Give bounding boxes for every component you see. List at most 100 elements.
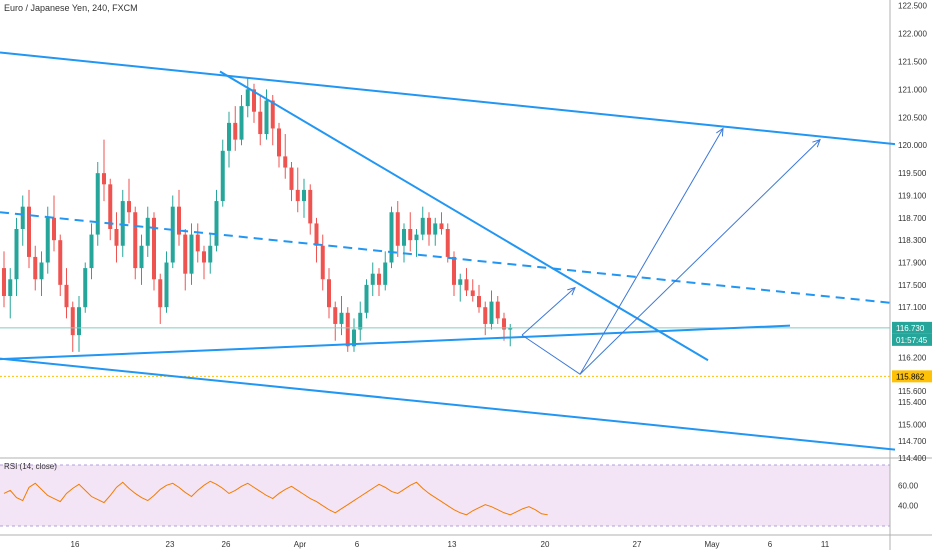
candle-body bbox=[95, 173, 100, 235]
time-axis[interactable]: 16 23 26 Apr 6 13 20 27 May 6 11 bbox=[71, 540, 830, 549]
time-tick-label: 20 bbox=[541, 540, 550, 549]
countdown-badge-bg bbox=[892, 333, 932, 346]
time-tick-label: 6 bbox=[355, 540, 360, 549]
trendline[interactable] bbox=[219, 70, 709, 362]
last-price-badge-text: 116.730 bbox=[896, 324, 925, 333]
price-tick-label: 120.500 bbox=[898, 113, 927, 122]
time-tick-label: 27 bbox=[633, 540, 642, 549]
price-axis[interactable]: 122.500 122.000 121.500 121.000 120.500 120.0… bbox=[898, 2, 927, 463]
price-tick-label: 117.900 bbox=[898, 259, 927, 268]
price-tick-label: 117.500 bbox=[898, 281, 927, 290]
candle-body bbox=[83, 268, 88, 308]
time-tick-label: 6 bbox=[768, 540, 773, 549]
countdown-badge-text: 01:57:45 bbox=[896, 336, 928, 345]
candle-body bbox=[139, 245, 144, 269]
candle-body bbox=[270, 100, 275, 129]
candle-body bbox=[170, 206, 175, 263]
price-tick-label: 118.300 bbox=[898, 236, 927, 245]
price-tick-label: 114.700 bbox=[898, 437, 927, 446]
candle-body bbox=[145, 217, 150, 246]
rsi-tick-label: 60.00 bbox=[898, 481, 919, 490]
candle-body bbox=[483, 307, 488, 324]
time-tick-label: 26 bbox=[222, 540, 231, 549]
candle-body bbox=[320, 245, 325, 280]
candle-body bbox=[352, 329, 356, 347]
price-badges: 116.730 01:57:45 115.862 bbox=[892, 321, 932, 383]
candle-body bbox=[383, 262, 388, 285]
candle-body bbox=[102, 173, 106, 185]
candle-body bbox=[508, 327, 513, 330]
candle-body bbox=[358, 312, 363, 330]
price-tick-label: 122.500 bbox=[898, 2, 927, 11]
candle-body bbox=[52, 217, 56, 241]
candle-body bbox=[58, 240, 63, 285]
candle-body bbox=[470, 290, 475, 297]
candle-body bbox=[177, 206, 181, 235]
time-tick-label: May bbox=[704, 540, 719, 549]
candle-body bbox=[233, 122, 238, 140]
price-tick-label: 115.600 bbox=[898, 387, 927, 396]
candle-body bbox=[189, 234, 194, 274]
candle-body bbox=[339, 312, 344, 324]
rsi-title: RSI (14, close) bbox=[4, 462, 57, 471]
candle-body bbox=[377, 273, 381, 285]
candle-body bbox=[502, 318, 506, 330]
candle-body bbox=[295, 189, 300, 202]
candle-body bbox=[345, 312, 350, 347]
candle-body bbox=[314, 223, 319, 246]
time-tick-label: 11 bbox=[821, 540, 830, 549]
level-badge-bg bbox=[892, 370, 932, 383]
candle-body bbox=[152, 217, 156, 280]
candle-body bbox=[183, 234, 188, 274]
projections[interactable] bbox=[521, 127, 821, 375]
candle-body bbox=[464, 279, 469, 291]
price-tick-label: 121.500 bbox=[898, 57, 927, 66]
candle-body bbox=[127, 201, 131, 213]
candle-body bbox=[289, 167, 294, 190]
candle-body bbox=[164, 262, 169, 308]
projection-arrowhead bbox=[567, 286, 576, 296]
candle-body bbox=[489, 301, 494, 324]
trendline[interactable] bbox=[0, 357, 896, 451]
trendlines[interactable] bbox=[0, 51, 896, 451]
price-tick-label: 120.000 bbox=[898, 141, 927, 150]
rsi-line bbox=[3, 480, 548, 516]
candle-body bbox=[333, 307, 338, 324]
price-tick-label: 119.500 bbox=[898, 169, 927, 178]
candle-body bbox=[389, 212, 394, 263]
candle-body bbox=[370, 273, 375, 285]
price-tick-label: 118.700 bbox=[898, 214, 927, 223]
candle-body bbox=[458, 279, 463, 285]
candle-body bbox=[214, 201, 219, 246]
rsi-tick-label: 40.00 bbox=[898, 502, 919, 511]
candle-body bbox=[14, 229, 19, 280]
trendline[interactable] bbox=[0, 51, 896, 146]
candle-body bbox=[202, 251, 206, 263]
time-tick-label: Apr bbox=[294, 540, 307, 549]
candle-body bbox=[227, 122, 231, 151]
candle-body bbox=[77, 307, 81, 336]
candle-body bbox=[70, 307, 75, 336]
trendline[interactable] bbox=[0, 324, 791, 361]
candle-body bbox=[452, 256, 456, 285]
candle-body bbox=[308, 189, 313, 224]
candle-body bbox=[208, 245, 213, 263]
candle-body bbox=[495, 301, 500, 319]
time-tick-label: 13 bbox=[448, 540, 457, 549]
projection-arrowhead bbox=[812, 138, 821, 148]
projection-path[interactable] bbox=[579, 139, 821, 375]
projection-path[interactable] bbox=[521, 287, 576, 336]
candle-body bbox=[27, 206, 31, 257]
time-tick-label: 16 bbox=[71, 540, 80, 549]
candle-body bbox=[114, 229, 119, 246]
candle-body bbox=[133, 212, 138, 269]
candle-body bbox=[39, 262, 44, 280]
price-tick-label: 116.200 bbox=[898, 353, 927, 362]
projection-path[interactable] bbox=[521, 128, 724, 375]
candle-body bbox=[327, 279, 331, 308]
candle-body bbox=[20, 206, 25, 229]
level-badge-text: 115.862 bbox=[896, 372, 925, 381]
